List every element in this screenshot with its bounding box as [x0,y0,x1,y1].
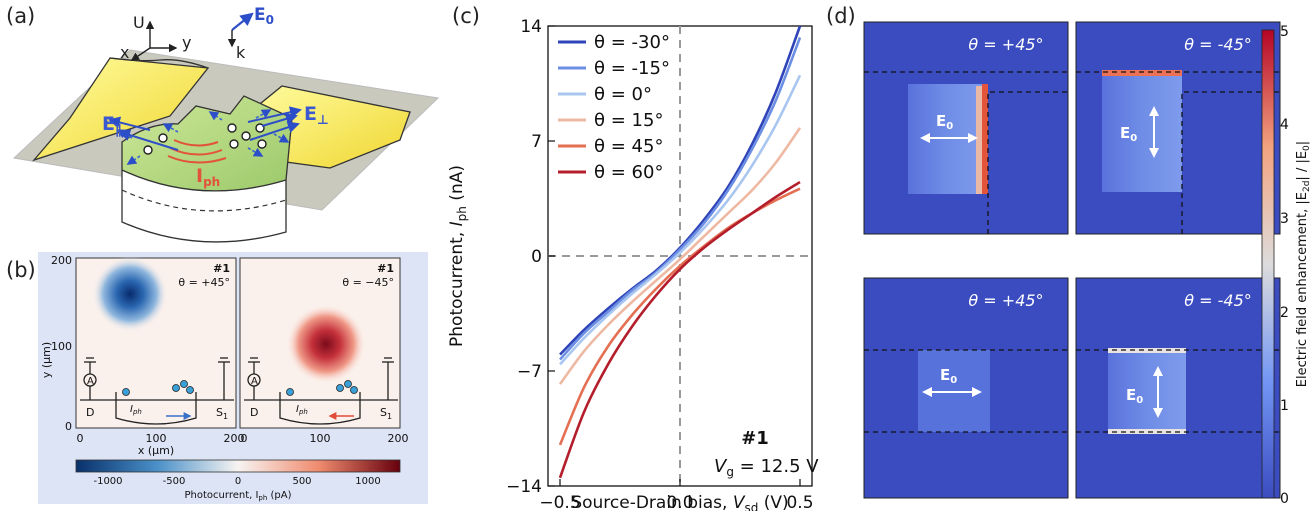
cb-tick-0: 0 [235,476,241,487]
e-parallel-label: E∥ [102,113,121,138]
axis-x-label: x [120,43,129,62]
field-cb-tick-4: 4 [1280,117,1289,133]
sim-tl-field: E0 [936,112,953,132]
field-cb-tick-3: 3 [1280,211,1289,227]
panel-label-c: (c) [452,4,480,28]
x-tick-label: 0.5 [786,493,813,511]
field-colorbar [1261,29,1275,499]
map-left-theta: θ = +45° [178,276,230,289]
ammeter-left: A [87,376,94,387]
map-left-sample: #1 [213,262,230,275]
map-y-tick-200: 200 [51,254,72,267]
map-right-sample: #1 [377,262,394,275]
drain-right: D [250,406,258,419]
cb-tick-m1000: -1000 [93,476,122,487]
iv-chart: −0.5 0.0 0.5 14 7 0 −7 −14 Source-Drain bias, Vs… [447,17,819,511]
map-x-tick-left-0: 0 [77,432,84,445]
axis-u-label: U [133,13,145,32]
field-cb-tick-1: 1 [1280,398,1289,414]
source-left: S1 [216,406,228,421]
sim-bl-theta: θ = +45° [968,291,1043,310]
left-electrode [32,57,210,162]
legend-label-3: θ = 15° [594,110,663,131]
map-y-tick-100: 100 [51,340,72,353]
sim-tr-theta: θ = -45° [1184,35,1252,54]
axis-y-label: y [182,33,191,52]
y-tick-label: 7 [531,132,542,152]
map-x-tick-left-100: 100 [146,432,167,445]
legend-label-1: θ = -15° [594,58,670,79]
photocurrent-maps: #1 θ = +45° #1 θ = −45° A A D D S1 S1 Ip… [40,254,409,502]
k-label: k [236,43,246,62]
field-maps: E0 θ = +45° E0 θ = -45° E0 θ = +45° E0 θ… [863,21,1312,507]
map-x-tick-right-0: 0 [241,432,248,445]
iph-right: Iph [296,404,308,416]
annotation-gate: Vg = 12.5 V [714,456,819,479]
map-right-theta: θ = −45° [342,276,394,289]
series-line-1 [559,37,802,361]
field-cb-label: Electric field enhancement, |E2d| / |E0| [1295,141,1312,387]
series-line-2 [559,74,802,366]
photocurrent-colorbar [75,459,401,473]
cb-tick-500: 500 [292,476,311,487]
field-cb-tick-0: 0 [1280,491,1289,507]
y-axis-label: Photocurrent, Iph (nA) [447,165,469,347]
field-cb-tick-2: 2 [1280,305,1289,321]
ammeter-right: A [251,376,258,387]
device-schematic: U x y E0 k E∥ E⊥ Iph [12,5,440,243]
cb-tick-1000: 1000 [355,476,380,487]
map-x-tick-right-100: 100 [310,432,331,445]
map-x-tick-right-200: 200 [388,432,409,445]
x-tick-label: −0.5 [539,493,580,511]
cb-tick-m500: -500 [163,476,186,487]
source-right: S1 [380,406,392,421]
panel-label-b: (b) [6,258,36,282]
annotation-sample: #1 [741,428,769,449]
field-cb-tick-5: 5 [1280,24,1289,40]
panel-label-d: (d) [826,4,856,28]
drain-left: D [86,406,94,419]
sim-bl-field: E0 [940,366,957,386]
legend-label-2: θ = 0° [594,84,652,105]
legend-label-4: θ = 45° [594,136,663,157]
e-perp-label: E⊥ [304,103,329,128]
panel-label-a: (a) [6,4,36,28]
y-tick-label: −7 [517,362,542,382]
map-y-tick-0: 0 [65,420,72,433]
sim-tl-theta: θ = +45° [968,35,1043,54]
cb-label: Photocurrent, Iph (pA) [185,490,292,502]
legend-label-0: θ = -30° [594,32,670,53]
iph-label: Iph [196,165,220,189]
x-tick-label: 0.0 [666,493,693,511]
y-tick-label: −14 [506,477,542,497]
y-tick-label: 14 [520,17,542,37]
map-x-axis-label: x (μm) [138,444,174,457]
sim-br-field: E0 [1126,386,1143,406]
legend-label-5: θ = 60° [594,162,663,183]
map-y-axis-label: y (μm) [40,342,53,378]
sim-br-theta: θ = -45° [1184,291,1252,310]
series-line-5 [558,180,801,479]
iph-left: Iph [130,404,142,416]
map-x-tick-left-200: 200 [224,432,245,445]
y-tick-label: 0 [531,247,542,267]
sim-tr-field: E0 [1120,124,1137,144]
x-axis-label: Source-Drain bias, Vsd (V) [571,493,788,511]
series-line-3 [558,127,802,385]
e0-label: E0 [254,5,274,27]
